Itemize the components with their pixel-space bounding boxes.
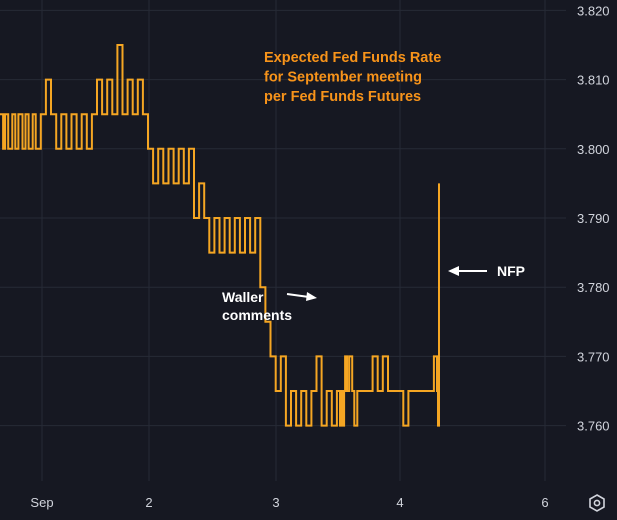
gear-icon xyxy=(589,494,605,512)
series-layer xyxy=(0,44,440,427)
annotation-arrowhead xyxy=(306,292,317,301)
x-tick-label: 2 xyxy=(145,495,152,510)
y-tick-label: 3.780 xyxy=(577,280,610,295)
x-tick-label: Sep xyxy=(30,495,53,510)
x-tick-label: 4 xyxy=(396,495,403,510)
title-line: Expected Fed Funds Rate xyxy=(264,50,441,66)
annotation-label: Waller xyxy=(222,289,264,305)
y-tick-label: 3.760 xyxy=(577,419,610,434)
rate-series-line xyxy=(0,44,440,427)
annotation-arrow xyxy=(286,293,310,298)
y-tick-label: 3.800 xyxy=(577,142,610,157)
x-axis: Sep 2 3 4 6 xyxy=(30,495,548,510)
y-tick-label: 3.810 xyxy=(577,73,610,88)
annotation-label: NFP xyxy=(497,263,525,279)
y-tick-label: 3.770 xyxy=(577,349,610,364)
y-axis: 3.820 3.810 3.800 3.790 3.780 3.770 3.760 xyxy=(577,3,610,433)
settings-button[interactable] xyxy=(589,494,605,512)
y-tick-label: 3.790 xyxy=(577,211,610,226)
annotations: Waller comments NFP xyxy=(222,263,525,323)
x-tick-label: 3 xyxy=(272,495,279,510)
y-tick-label: 3.820 xyxy=(577,3,610,18)
annotation-arrowhead xyxy=(448,266,459,276)
chart-title: Expected Fed Funds Rate for September mee… xyxy=(264,50,441,105)
annotation-label: comments xyxy=(222,307,292,323)
title-line: for September meeting xyxy=(264,70,422,86)
title-line: per Fed Funds Futures xyxy=(264,89,421,105)
x-tick-label: 6 xyxy=(541,495,548,510)
